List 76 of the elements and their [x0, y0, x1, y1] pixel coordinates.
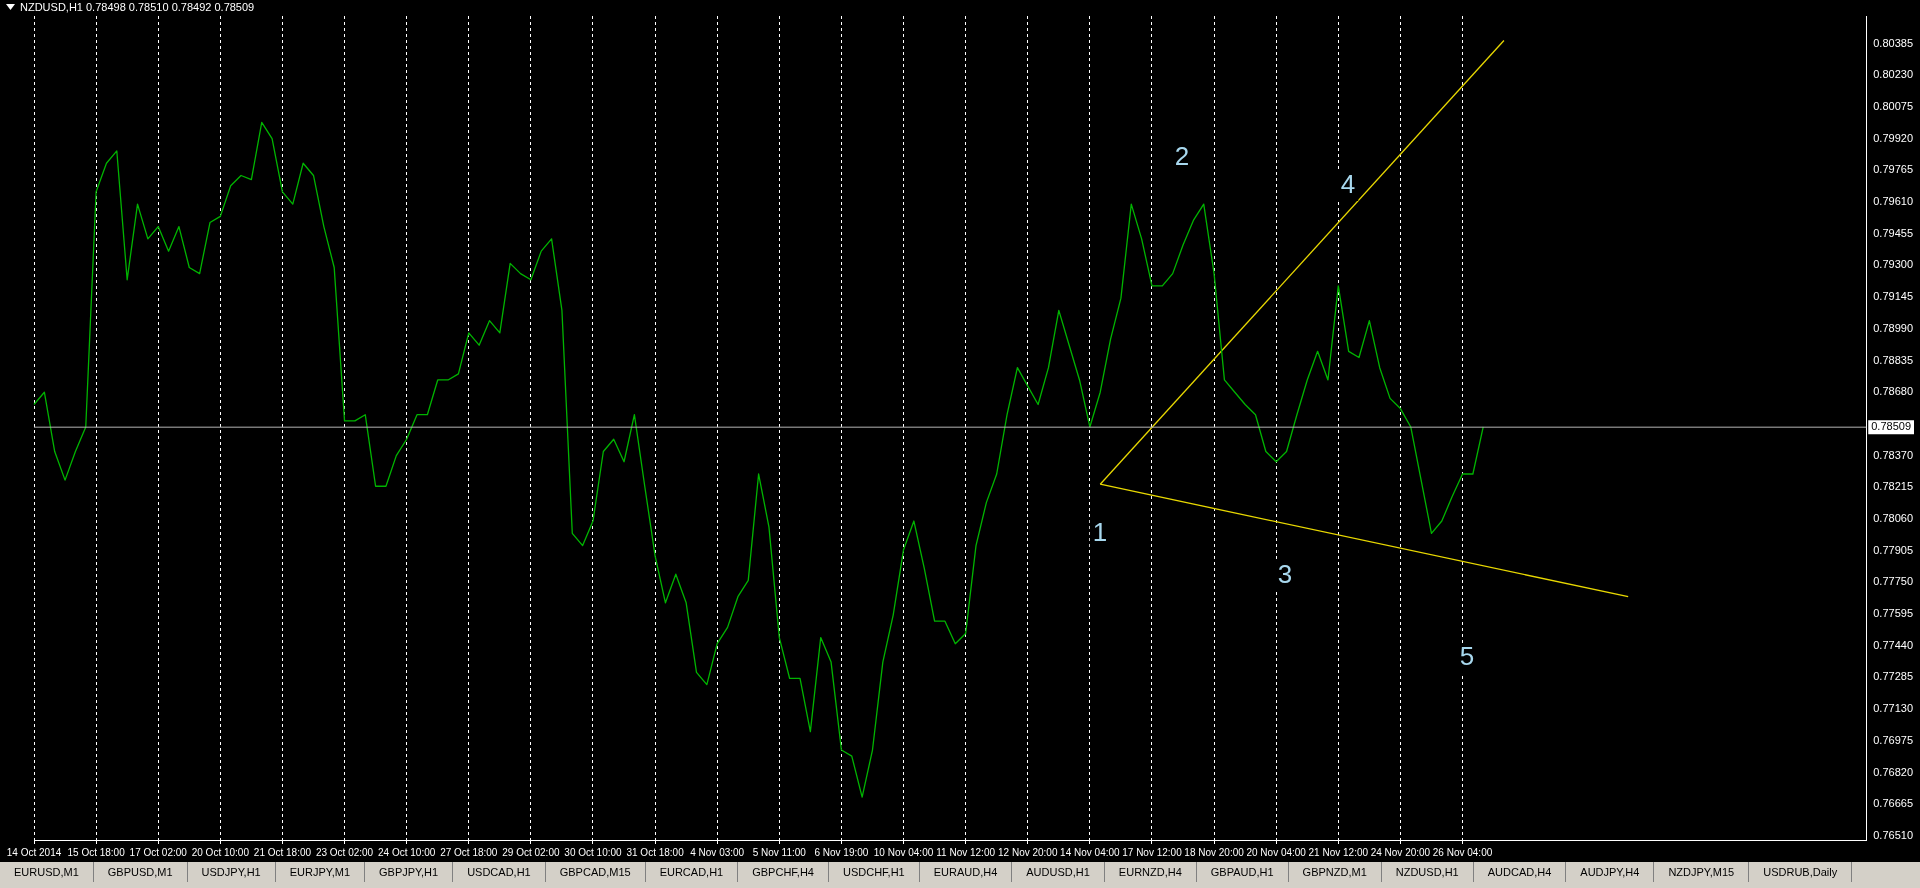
text: USDJPY,H1: [187, 862, 276, 882]
y-tick-label: 0.78835: [1873, 353, 1913, 366]
y-tick-label: 0.77440: [1873, 638, 1913, 651]
y-tick-label: 0.78215: [1873, 480, 1913, 493]
x-tick-label: 21 Oct 18:00: [253, 846, 312, 858]
x-tick-label: 18 Nov 20:00: [1184, 846, 1245, 858]
y-tick-label: 0.78060: [1873, 512, 1913, 525]
y-tick-label: 0.79765: [1873, 163, 1913, 176]
y-tick-label: 0.76510: [1873, 828, 1913, 841]
x-tick-label: 17 Nov 12:00: [1122, 846, 1183, 858]
text: GBPAUD,H1: [1196, 862, 1289, 882]
y-tick-label: 0.80075: [1873, 100, 1913, 113]
text: EURCAD,H1: [645, 862, 739, 882]
text: EURJPY,M1: [275, 862, 366, 882]
annotation: 3: [1277, 559, 1293, 590]
x-tick-label: 20 Nov 04:00: [1246, 846, 1307, 858]
y-tick-label: 0.77595: [1873, 607, 1913, 620]
x-tick-label: 24 Oct 10:00: [378, 846, 436, 858]
x-tick-label: 4 Nov 03:00: [690, 846, 745, 858]
x-tick-label: 29 Oct 02:00: [502, 846, 560, 858]
x-tick-label: 12 Nov 20:00: [998, 846, 1058, 858]
text: AUDJPY,H4: [1566, 862, 1655, 882]
x-tick-label: 24 Nov 20:00: [1370, 846, 1431, 858]
text: EURNZD,H4: [1104, 862, 1197, 882]
y-tick-label: 0.77285: [1873, 670, 1913, 683]
annotation: 2: [1174, 141, 1190, 172]
x-tick-label: 23 Oct 02:00: [315, 846, 374, 858]
y-tick-label: 0.77905: [1873, 543, 1913, 556]
x-tick-label: 14 Nov 04:00: [1060, 846, 1121, 858]
x-tick-label: 17 Oct 02:00: [129, 846, 188, 858]
y-tick-label: 0.78990: [1873, 321, 1913, 334]
text: EURUSD,M1: [0, 862, 94, 882]
y-tick-label: 0.80230: [1873, 68, 1913, 81]
ref-line-label: 0.78509: [1871, 420, 1911, 433]
x-tick-label: 30 Oct 10:00: [564, 846, 623, 858]
x-tick-label: 26 Nov 04:00: [1432, 846, 1493, 858]
text: GBPUSD,M1: [93, 862, 188, 882]
y-tick-label: 0.76665: [1873, 797, 1913, 810]
y-tick-label: 0.78680: [1873, 385, 1913, 398]
x-tick-label: 6 Nov 19:00: [814, 846, 869, 858]
text: AUDCAD,H4: [1473, 862, 1567, 882]
text: NZDUSD,H1: [1381, 862, 1474, 882]
text: USDCHF,H1: [828, 862, 920, 882]
x-tick-label: 21 Nov 12:00: [1308, 846, 1369, 858]
y-tick-label: 0.79300: [1873, 258, 1913, 271]
x-tick-label: 27 Oct 18:00: [440, 846, 498, 858]
text: USDRUB,Daily: [1749, 862, 1853, 882]
x-tick-label: 11 Nov 12:00: [936, 846, 996, 858]
y-tick-label: 0.79455: [1873, 226, 1913, 239]
y-tick-label: 0.77750: [1873, 575, 1913, 588]
y-tick-label: 0.79145: [1873, 290, 1913, 303]
x-tick-label: 10 Nov 04:00: [873, 846, 934, 858]
text: USDCAD,H1: [453, 862, 546, 882]
text: AUDUSD,H1: [1012, 862, 1105, 882]
annotation: 4: [1340, 169, 1356, 200]
annotation: 1: [1092, 517, 1108, 548]
text: GBPCAD,M15: [545, 862, 646, 882]
text: EURAUD,H4: [919, 862, 1013, 882]
chart-title: NZDUSD,H1 0.78498 0.78510 0.78492 0.78509: [20, 1, 255, 13]
y-tick-label: 0.78370: [1873, 448, 1913, 461]
text: GBPJPY,H1: [365, 862, 454, 882]
text: GBPCHF,H4: [738, 862, 829, 882]
y-tick-label: 0.76975: [1873, 733, 1913, 746]
x-tick-label: 15 Oct 18:00: [67, 846, 126, 858]
y-tick-label: 0.79610: [1873, 195, 1913, 208]
y-tick-label: 0.76820: [1873, 765, 1913, 778]
text: NZDJPY,M15: [1654, 862, 1750, 882]
y-tick-label: 0.77130: [1873, 702, 1913, 715]
text: GBPNZD,M1: [1288, 862, 1382, 882]
x-tick-label: 31 Oct 18:00: [626, 846, 685, 858]
x-tick-label: 14 Oct 2014: [6, 846, 62, 858]
y-tick-label: 0.80385: [1873, 36, 1913, 49]
x-tick-label: 5 Nov 11:00: [752, 846, 807, 858]
x-tick-label: 20 Oct 10:00: [191, 846, 250, 858]
annotation: 5: [1459, 641, 1475, 672]
y-tick-label: 0.79920: [1873, 131, 1913, 144]
